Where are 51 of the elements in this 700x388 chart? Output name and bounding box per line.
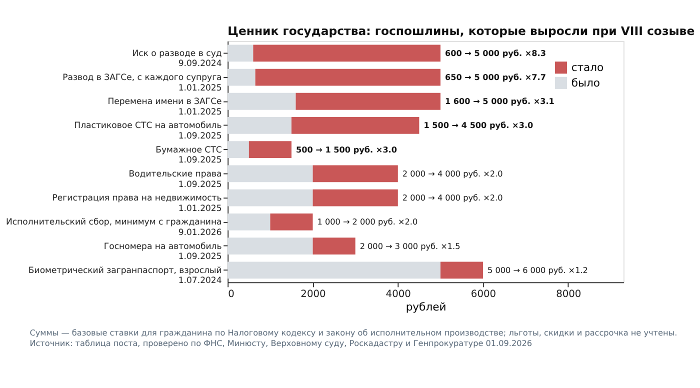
- bar: [228, 262, 440, 279]
- annotation: 1 000 → 2 000 руб. ×2.0: [317, 216, 418, 227]
- bar: [296, 92, 440, 110]
- bar: [270, 214, 313, 230]
- annotation: 650 → 5 000 руб. ×7.7: [444, 72, 546, 82]
- bar: [312, 189, 398, 206]
- bar: [228, 214, 270, 230]
- bar: [228, 165, 313, 182]
- bar: [291, 117, 420, 134]
- annotation: 5 000 → 6 000 руб. ×1.2: [488, 264, 588, 275]
- y-tick-label: Пластиковое СТС на автомобиль 1.09.2025: [74, 121, 222, 142]
- x-tick-label: 0: [228, 289, 234, 300]
- y-tick-label: Развод в ЗАГСе, с каждого супруга 1.01.2025: [62, 72, 222, 94]
- x-tick-label: 8000: [556, 289, 582, 300]
- bar: [228, 238, 313, 254]
- x-tick-label: 2000: [300, 289, 326, 300]
- annotation: 2 000 → 4 000 руб. ×2.0: [402, 168, 503, 178]
- annotation: 2 000 → 3 000 руб. ×1.5: [360, 240, 460, 251]
- bar: [228, 141, 249, 158]
- bar: [312, 238, 356, 254]
- text: Источник: таблица поста, проверено по ФНС, Минюсту, Верховному суду, Роскадастру и Генпрокуратуре 01.09.2026: [30, 338, 532, 348]
- y-tick-label: Исполнительский сбор, минимум с гражданина 9.01.2026: [6, 218, 222, 238]
- bar: [253, 44, 440, 62]
- y-tick-label: Госномера на автомобиль 1.09.2025: [104, 242, 222, 262]
- bar: [228, 117, 292, 134]
- y-tick-label: Бумажное СТС 1.09.2025: [156, 145, 222, 166]
- annotation: 1 500 → 4 500 руб. ×3.0: [424, 120, 534, 130]
- legend-label: стало: [571, 61, 604, 74]
- annotation: 2 000 → 4 000 руб. ×2.0: [402, 192, 503, 203]
- annotation: 1 600 → 5 000 руб. ×3.1: [444, 96, 555, 106]
- y-tick-label: Иск о разводе в суд 9.09.2024: [132, 48, 222, 70]
- x-tick-label: 4000: [386, 289, 411, 300]
- bar: [228, 92, 296, 110]
- bar: [228, 44, 254, 62]
- bar: [312, 165, 398, 182]
- text: Суммы — базовые ставки для гражданина по Налоговому кодексу и закону об исполнительном производстве; льготы, скидки и рассрочка не учтены.: [30, 327, 678, 338]
- bar: [255, 68, 440, 86]
- y-tick-label: Водительские права 1.09.2025: [128, 169, 222, 190]
- y-tick-label: Регистрация права на недвижимость 1.01.2025: [52, 194, 222, 214]
- legend-label: было: [571, 76, 600, 90]
- x-tick-label: 6000: [470, 289, 496, 300]
- bar: [228, 68, 256, 86]
- annotation: 500 → 1 500 руб. ×3.0: [296, 144, 398, 154]
- bar: [248, 141, 292, 158]
- y-tick-label: Перемена имени в ЗАГСе 1.01.2025: [108, 97, 222, 118]
- bar: [440, 262, 484, 279]
- bar: [228, 189, 313, 206]
- chart-title: Ценник государства: госпошлины, которые выросли при VIII созыве: [228, 24, 695, 38]
- y-tick-label: Биометрический загранпаспорт, взрослый 1.07.2024: [28, 266, 222, 286]
- annotation: 600 → 5 000 руб. ×8.3: [444, 48, 546, 58]
- x-axis-title: рублей: [406, 300, 446, 314]
